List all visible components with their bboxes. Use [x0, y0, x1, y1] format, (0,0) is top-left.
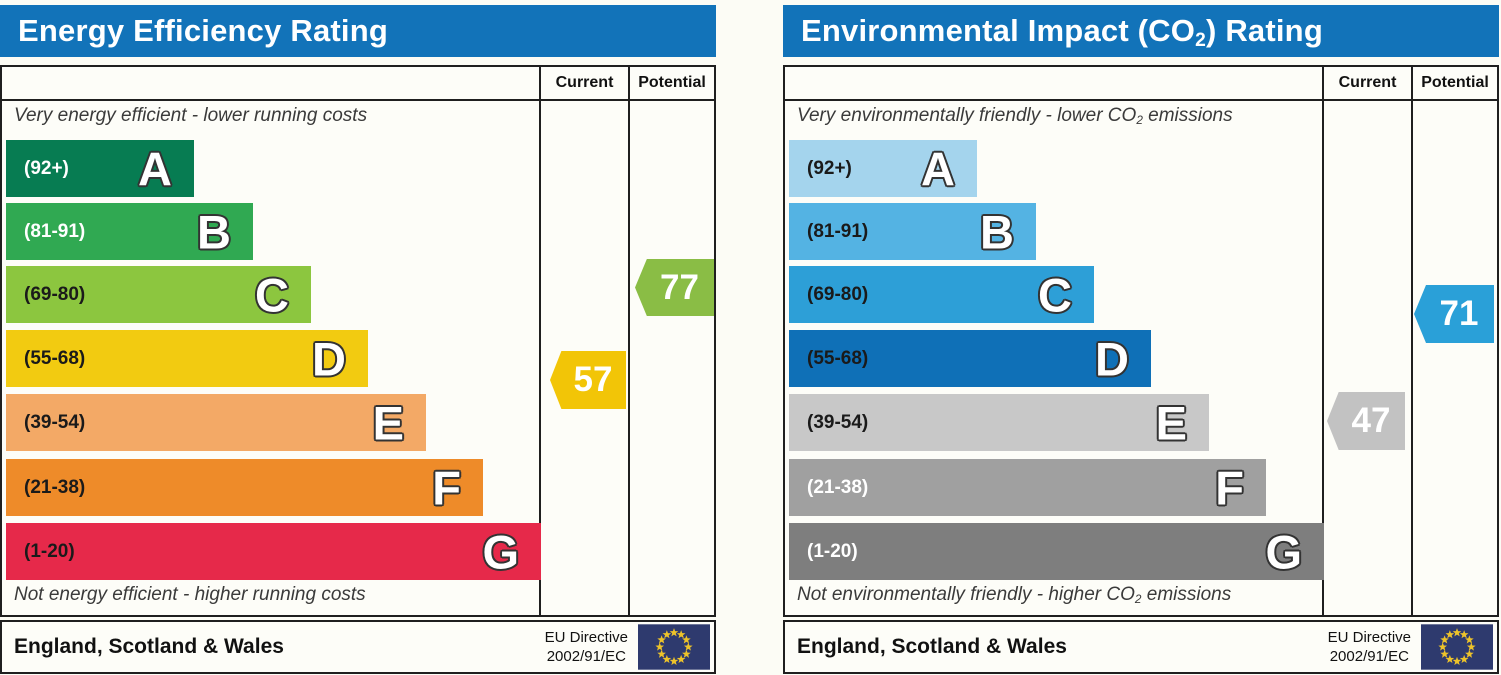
- band-range-label: (55-68): [807, 347, 869, 369]
- band-g: (1-20) G: [789, 523, 1324, 580]
- band-c: (69-80) C: [789, 266, 1094, 323]
- column-divider: [628, 67, 630, 615]
- bottom-caption: Not environmentally friendly - higher CO…: [797, 584, 1232, 607]
- band-range-label: (55-68): [24, 347, 86, 369]
- potential-rating-value: 77: [660, 267, 699, 307]
- band-grade-letter: D: [1095, 332, 1129, 385]
- band-grade-letter: B: [197, 205, 231, 258]
- eu-flag-icon: [1421, 624, 1493, 670]
- band-a: (92+) A: [789, 140, 977, 197]
- current-rating-arrow: 57: [550, 351, 626, 409]
- rating-table: Current Potential Very energy efficient …: [0, 65, 716, 617]
- band-grade-letter: F: [432, 461, 461, 514]
- band-grade-letter: G: [482, 525, 519, 578]
- band-e: (39-54) E: [6, 394, 426, 451]
- band-d: (55-68) D: [789, 330, 1151, 387]
- band-range-label: (92+): [24, 157, 69, 179]
- band-range-label: (21-38): [24, 476, 86, 498]
- current-rating-value: 57: [573, 360, 613, 399]
- band-grade-letter: C: [1038, 268, 1072, 321]
- top-caption: Very energy efficient - lower running co…: [14, 105, 368, 126]
- eu-flag-icon: [638, 624, 710, 670]
- band-range-label: (81-91): [24, 220, 86, 242]
- header-divider: [2, 99, 714, 101]
- header-divider: [785, 99, 1497, 101]
- band-grade-letter: E: [1155, 396, 1187, 449]
- band-grade-letter: A: [138, 142, 172, 195]
- band-range-label: (21-38): [807, 476, 869, 498]
- energy-efficiency-rating-chart: Energy Efficiency Rating Current Potenti…: [0, 0, 718, 675]
- region-label: England, Scotland & Wales: [14, 635, 284, 658]
- band-f: (21-38) F: [6, 459, 483, 516]
- current-column-header: Current: [1338, 74, 1397, 91]
- band-a: (92+) A: [6, 140, 194, 197]
- chart-title-bar: Environmental Impact (CO2) Rating: [783, 5, 1499, 57]
- column-divider: [1322, 67, 1324, 615]
- chart-title-bar: Energy Efficiency Rating: [0, 5, 716, 57]
- region-label: England, Scotland & Wales: [797, 635, 1067, 658]
- band-range-label: (39-54): [807, 411, 869, 433]
- band-e: (39-54) E: [789, 394, 1209, 451]
- band-g: (1-20) G: [6, 523, 541, 580]
- band-c: (69-80) C: [6, 266, 311, 323]
- band-range-label: (1-20): [24, 540, 75, 562]
- column-divider: [539, 67, 541, 615]
- band-grade-letter: F: [1215, 461, 1244, 514]
- current-rating-arrow: 47: [1327, 392, 1405, 450]
- band-b: (81-91) B: [6, 203, 253, 260]
- potential-rating-arrow: 77: [635, 259, 714, 316]
- band-range-label: (1-20): [807, 540, 858, 562]
- band-f: (21-38) F: [789, 459, 1266, 516]
- band-range-label: (69-80): [807, 283, 869, 305]
- current-rating-value: 47: [1351, 401, 1391, 440]
- band-range-label: (81-91): [807, 220, 869, 242]
- environmental-impact-rating-chart: Environmental Impact (CO2) Rating Curren…: [783, 0, 1501, 675]
- chart-footer: England, Scotland & Wales EU Directive 2…: [0, 620, 716, 674]
- band-grade-letter: C: [255, 268, 289, 321]
- potential-column-header: Potential: [1421, 74, 1489, 91]
- band-range-label: (92+): [807, 157, 852, 179]
- band-range-label: (39-54): [24, 411, 86, 433]
- chart-title: Environmental Impact (CO2) Rating: [801, 13, 1323, 52]
- band-grade-letter: A: [921, 142, 955, 195]
- eu-directive-label: EU Directive 2002/91/EC: [544, 628, 628, 666]
- band-grade-letter: G: [1265, 525, 1302, 578]
- eu-directive-label: EU Directive 2002/91/EC: [1327, 628, 1411, 666]
- band-d: (55-68) D: [6, 330, 368, 387]
- potential-rating-value: 71: [1439, 294, 1479, 333]
- potential-rating-arrow: 71: [1414, 285, 1494, 343]
- band-grade-letter: D: [312, 332, 346, 385]
- chart-title: Energy Efficiency Rating: [18, 13, 389, 48]
- top-caption: Very environmentally friendly - lower CO…: [797, 105, 1233, 128]
- current-column-header: Current: [555, 74, 614, 91]
- band-grade-letter: B: [980, 205, 1014, 258]
- rating-table: Current Potential Very environmentally f…: [783, 65, 1499, 617]
- band-grade-letter: E: [372, 396, 404, 449]
- chart-footer: England, Scotland & Wales EU Directive 2…: [783, 620, 1499, 674]
- column-divider: [1411, 67, 1413, 615]
- band-b: (81-91) B: [789, 203, 1036, 260]
- potential-column-header: Potential: [638, 74, 706, 91]
- bottom-caption: Not energy efficient - higher running co…: [14, 584, 366, 605]
- band-range-label: (69-80): [24, 283, 86, 305]
